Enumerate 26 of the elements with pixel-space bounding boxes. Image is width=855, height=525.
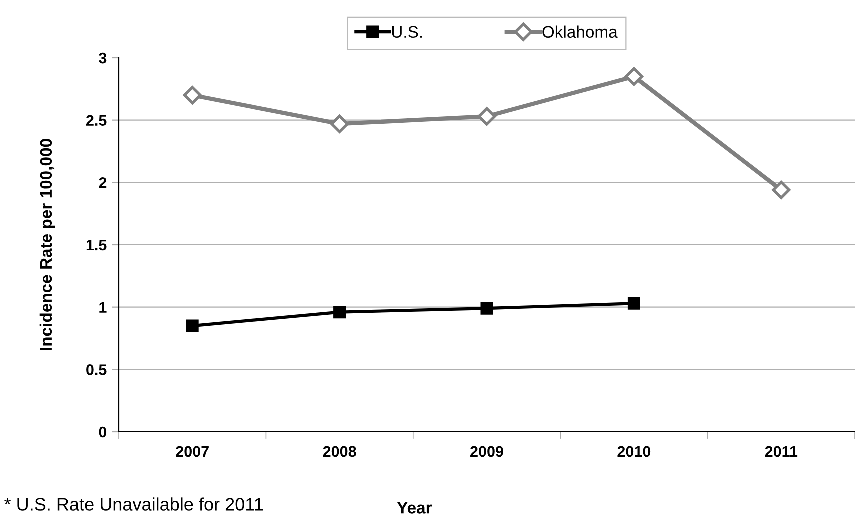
x-tick-label: 2007 xyxy=(176,446,209,458)
y-tick-label: 2.5 xyxy=(86,115,107,126)
text: * U.S. Rate Unavailable for 2011 xyxy=(4,498,264,511)
y-tick-label: 0.5 xyxy=(86,364,107,376)
x-tick-label: 2008 xyxy=(323,446,356,458)
point xyxy=(772,180,791,200)
y-axis-title: Incidence Rate per 100,000 xyxy=(40,139,56,350)
x-tick-label: 2010 xyxy=(618,446,651,458)
point xyxy=(334,306,346,319)
legend-label: U.S. xyxy=(392,26,422,38)
point xyxy=(186,320,199,332)
y-tick-label: 1 xyxy=(100,302,107,313)
legend-label: Oklahoma xyxy=(542,26,618,38)
point xyxy=(183,86,202,105)
point xyxy=(478,107,496,126)
point xyxy=(480,302,494,315)
point xyxy=(628,297,640,310)
y-tick-label: 2 xyxy=(99,178,107,188)
point xyxy=(624,67,644,86)
y-tick-label: 0 xyxy=(99,426,107,438)
y-tick-label: 3 xyxy=(99,52,107,64)
x-tick-label: 2009 xyxy=(470,446,504,458)
x-tick-label: 2011 xyxy=(765,446,798,458)
point xyxy=(330,114,350,134)
x-axis-title: Year xyxy=(397,502,432,514)
y-tick-label: 1.5 xyxy=(86,240,107,251)
